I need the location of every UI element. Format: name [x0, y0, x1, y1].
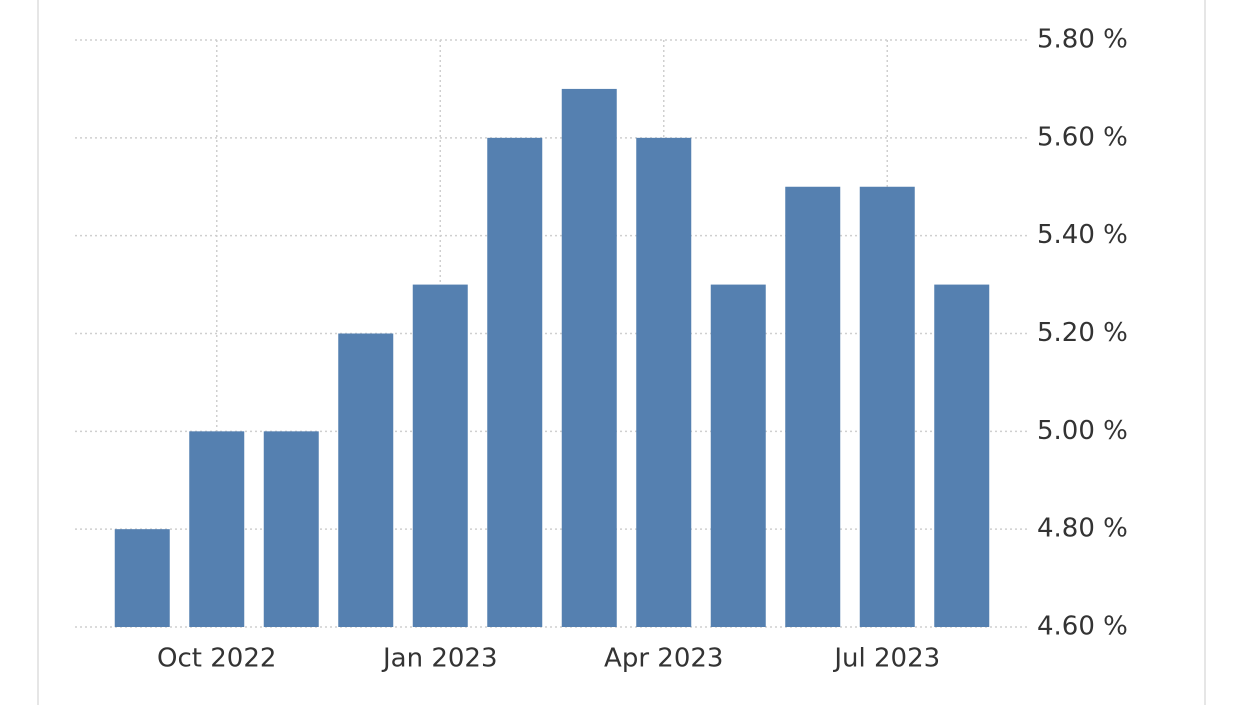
- y-tick-label: 5.00 %: [1037, 416, 1128, 446]
- bar: [263, 431, 319, 627]
- bar: [114, 529, 170, 627]
- bar: [710, 284, 766, 627]
- bar: [934, 284, 990, 627]
- bar: [338, 333, 394, 627]
- bar: [636, 137, 692, 628]
- y-tick-label: 5.20 %: [1037, 318, 1128, 348]
- y-tick-label: 5.80 %: [1037, 25, 1128, 55]
- x-tick-label: Jan 2023: [381, 644, 498, 674]
- bar: [189, 431, 245, 627]
- x-tick-label: Oct 2022: [157, 644, 276, 674]
- y-tick-label: 4.60 %: [1037, 612, 1128, 642]
- y-tick-label: 4.80 %: [1037, 514, 1128, 544]
- y-tick-label: 5.40 %: [1037, 220, 1128, 250]
- y-tick-label: 5.60 %: [1037, 122, 1128, 152]
- x-tick-label: Jul 2023: [832, 644, 940, 674]
- bar: [859, 186, 915, 627]
- bar: [785, 186, 841, 627]
- bar: [487, 137, 543, 628]
- x-tick-label: Apr 2023: [604, 644, 723, 674]
- bar: [561, 88, 617, 627]
- bar: [412, 284, 468, 627]
